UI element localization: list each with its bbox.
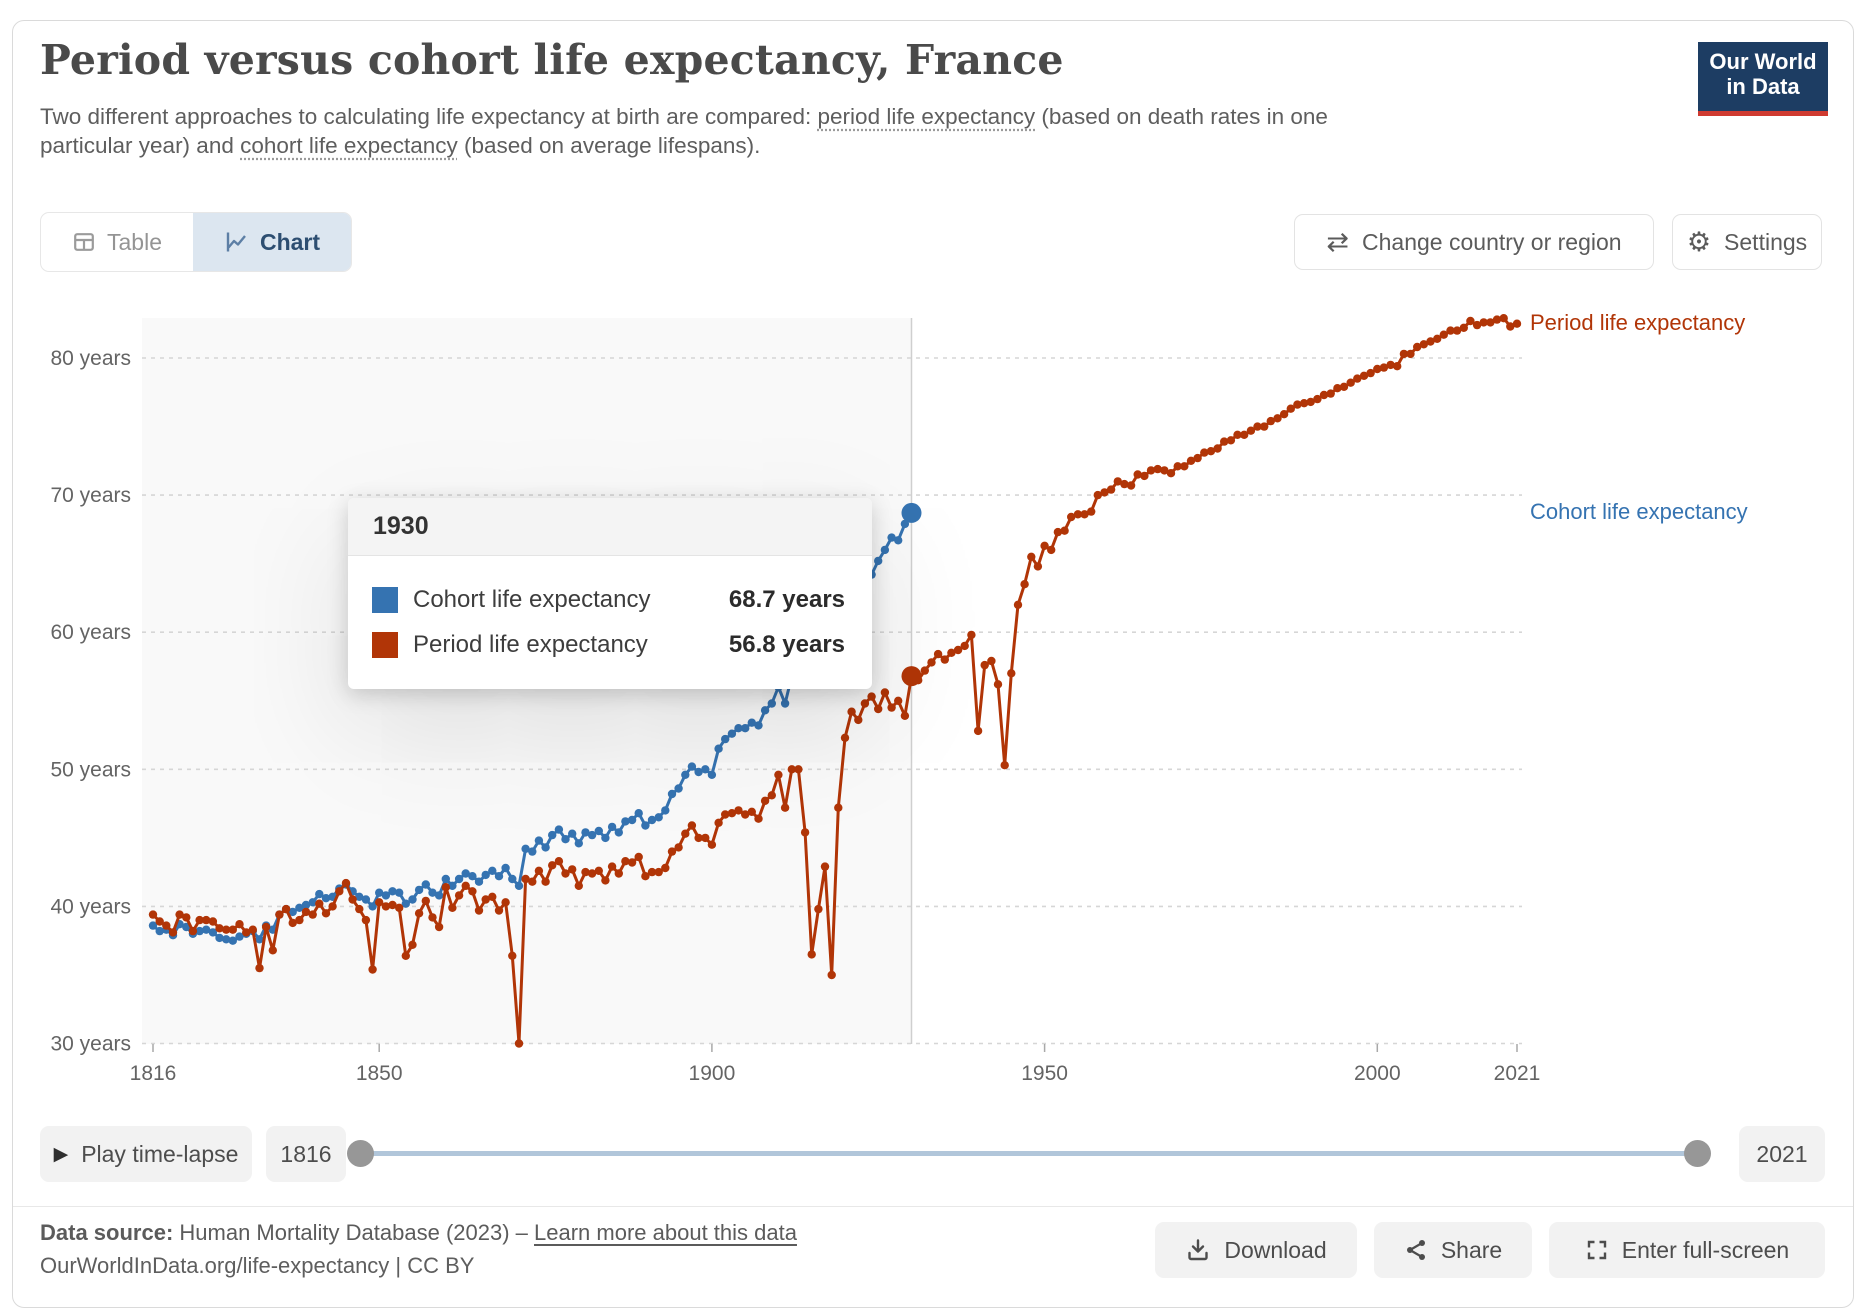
download-label: Download: [1224, 1236, 1327, 1263]
svg-text:30 years: 30 years: [50, 1033, 131, 1056]
svg-text:1816: 1816: [130, 1062, 177, 1085]
timeline-start-year[interactable]: 1816: [266, 1126, 346, 1182]
tab-table-label: Table: [107, 228, 162, 255]
series-label-cohort: Cohort life expectancy: [1530, 499, 1748, 524]
tooltip-year: 1930: [348, 498, 872, 556]
footer-divider: [13, 1206, 1853, 1207]
svg-text:80 years: 80 years: [50, 347, 131, 370]
play-timelapse-label: Play time-lapse: [81, 1140, 239, 1167]
settings-button[interactable]: ⚙ Settings: [1672, 214, 1822, 270]
table-icon: [74, 233, 94, 251]
page-title: Period versus cohort life expectancy, Fr…: [40, 36, 1064, 84]
tooltip-row: Cohort life expectancy 68.7 years: [372, 577, 845, 622]
svg-text:1850: 1850: [356, 1062, 403, 1085]
subtitle-text: Two different approaches to calculating …: [40, 104, 818, 129]
tab-chart[interactable]: Chart: [192, 213, 352, 271]
change-country-button[interactable]: ⇄ Change country or region: [1294, 214, 1654, 270]
data-source-prefix: Data source:: [40, 1220, 174, 1245]
tooltip-body: Cohort life expectancy 68.7 years Period…: [348, 556, 872, 689]
owid-logo[interactable]: Our World in Data: [1698, 42, 1828, 116]
data-source-line: Data source: Human Mortality Database (2…: [40, 1220, 797, 1246]
period-life-expectancy-link[interactable]: period life expectancy: [817, 104, 1036, 129]
tab-chart-label: Chart: [259, 228, 321, 255]
learn-more-link[interactable]: Learn more about this data: [534, 1220, 797, 1245]
svg-text:50 years: 50 years: [50, 758, 131, 781]
settings-label: Settings: [1724, 228, 1808, 255]
view-tabs: Table Chart: [40, 212, 353, 272]
tooltip-row-label: Period life expectancy: [413, 630, 648, 658]
svg-text:60 years: 60 years: [50, 621, 131, 644]
period-swatch-icon: [372, 631, 398, 658]
change-country-label: Change country or region: [1362, 228, 1622, 255]
timeline-handle-start[interactable]: [347, 1140, 374, 1167]
share-icon: [1406, 1240, 1425, 1260]
gear-icon: ⚙: [1686, 226, 1712, 257]
download-icon: [1188, 1239, 1209, 1261]
tooltip-row-label: Cohort life expectancy: [413, 585, 651, 613]
series-label-period: Period life expectancy: [1530, 310, 1746, 335]
tooltip-row-value: 56.8 years: [728, 630, 845, 658]
owid-logo-line1: Our World: [1709, 49, 1817, 74]
cohort-swatch-icon: [372, 586, 398, 613]
tooltip-row: Period life expectancy 56.8 years: [372, 622, 845, 667]
line-chart-icon: [226, 232, 246, 252]
share-button[interactable]: Share: [1374, 1222, 1532, 1278]
chart-subtitle: Two different approaches to calculating …: [40, 102, 1400, 160]
svg-text:1950: 1950: [1021, 1062, 1068, 1085]
play-icon: ▶: [53, 1143, 69, 1165]
timeline-slider-track[interactable]: [360, 1151, 1697, 1156]
subtitle-text: (based on average lifespans).: [457, 133, 761, 158]
enter-fullscreen-label: Enter full-screen: [1621, 1236, 1790, 1263]
swap-arrows-icon: ⇄: [1326, 226, 1350, 257]
fullscreen-icon: [1587, 1240, 1606, 1260]
share-label: Share: [1440, 1236, 1503, 1263]
tab-table[interactable]: Table: [41, 213, 193, 271]
play-timelapse-button[interactable]: ▶ Play time-lapse: [40, 1126, 252, 1182]
subtitle-text: (based on death rates in one particular …: [40, 104, 1328, 158]
citation-line: OurWorldInData.org/life-expectancy | CC …: [40, 1253, 475, 1278]
svg-text:70 years: 70 years: [50, 484, 131, 507]
hover-tooltip: 1930 Cohort life expectancy 68.7 years P…: [348, 498, 872, 689]
svg-text:2021: 2021: [1494, 1062, 1541, 1085]
svg-text:40 years: 40 years: [50, 895, 131, 918]
data-source-text: Human Mortality Database (2023) –: [173, 1220, 535, 1245]
owid-logo-line2: in Data: [1726, 74, 1800, 99]
timeline-handle-end[interactable]: [1684, 1140, 1711, 1167]
cohort-life-expectancy-link[interactable]: cohort life expectancy: [240, 133, 458, 158]
enter-fullscreen-button[interactable]: Enter full-screen: [1549, 1222, 1825, 1278]
timeline-end-year[interactable]: 2021: [1739, 1126, 1825, 1182]
svg-text:1900: 1900: [689, 1062, 736, 1085]
download-button[interactable]: Download: [1155, 1222, 1357, 1278]
tooltip-row-value: 68.7 years: [728, 585, 845, 613]
svg-text:2000: 2000: [1354, 1062, 1401, 1085]
